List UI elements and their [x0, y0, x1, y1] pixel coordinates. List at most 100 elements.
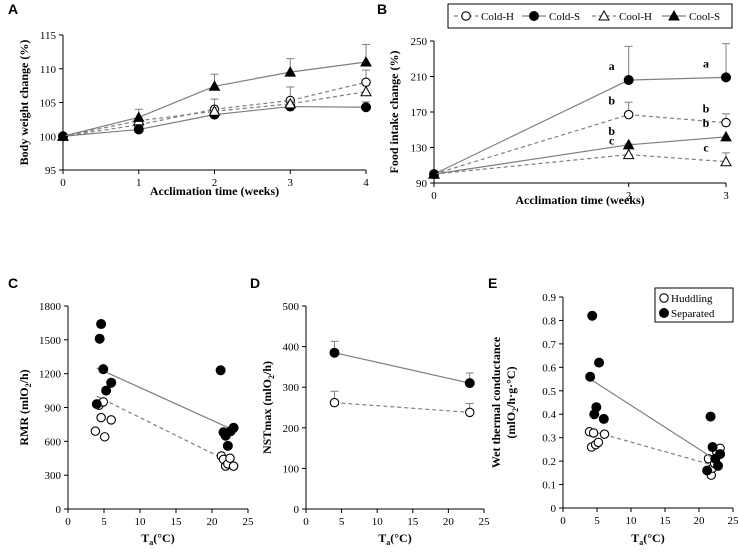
series-separated: [585, 310, 726, 476]
data-point: [215, 365, 226, 376]
x-tick-label: 15: [407, 516, 419, 528]
significance-letter: c: [703, 141, 709, 155]
y-tick-label: 90: [416, 178, 428, 190]
legend: Huddling Separated: [654, 287, 734, 323]
y-tick-label: 110: [40, 64, 57, 76]
data-point: [622, 148, 635, 160]
x-axis-title: Acclimation time (weeks): [515, 193, 644, 207]
data-point: [720, 130, 732, 142]
data-point: [361, 77, 371, 88]
y-tick-label: 300: [45, 470, 62, 482]
x-tick-label: 10: [135, 516, 147, 528]
data-point: [720, 155, 732, 167]
data-point: [715, 449, 726, 460]
y-tick-label: 600: [45, 436, 62, 448]
y-axis-title-units: (mlO2/h·g·°C): [504, 366, 520, 438]
series-line: [334, 402, 470, 413]
data-point: [598, 413, 609, 424]
legend: Cold-H Cold-S Cool-H Cool-S: [447, 3, 733, 29]
y-axis-title: RMR (mlO2/h): [17, 369, 33, 445]
y-tick-label: 0.8: [542, 315, 556, 327]
data-point: [465, 407, 475, 418]
series-cold-h: bb: [429, 94, 731, 179]
x-tick-label: 25: [243, 516, 255, 528]
x-tick-label: 20: [694, 515, 706, 527]
panel-letter-b: B: [377, 1, 387, 17]
legend-marker: [598, 9, 610, 21]
fit-line: [589, 378, 720, 463]
y-axis-title: NSTmax (mlO2/h): [260, 361, 276, 454]
panel-letter-a: A: [8, 1, 18, 17]
x-tick-label: 1: [136, 177, 142, 189]
data-point: [623, 109, 634, 120]
data-point: [329, 347, 340, 358]
legend-marker: [529, 11, 539, 21]
fit-line: [590, 430, 720, 468]
data-point: [585, 371, 596, 382]
y-tick-label: 0.5: [542, 386, 556, 398]
panel-c: C 0 5 10 15 20 25 0 300 600 900 1200 1500 1800 Ta(°C) R…: [8, 275, 254, 547]
data-point: [94, 333, 105, 344]
series-cool-s: bb: [428, 116, 732, 179]
legend-marker: [668, 9, 680, 21]
x-tick-label: 5: [101, 516, 107, 528]
data-point: [588, 428, 599, 438]
series-line: [433, 114, 727, 175]
data-point: [360, 55, 372, 67]
data-point: [593, 437, 604, 448]
y-tick-label: 100: [283, 463, 300, 475]
fit-line: [96, 367, 234, 431]
y-tick-label: 210: [411, 72, 428, 84]
data-point: [96, 412, 106, 423]
data-point: [96, 319, 107, 330]
series-separated: [329, 340, 475, 389]
data-point: [284, 97, 297, 109]
y-tick-label: 0.2: [542, 456, 556, 468]
x-tick-label: 15: [171, 516, 183, 528]
x-tick-label: 5: [339, 516, 345, 528]
y-tick-label: 0.1: [542, 480, 556, 492]
data-point: [464, 378, 475, 389]
series-separated: [91, 319, 239, 451]
panel-letter-d: D: [250, 275, 260, 291]
data-point: [208, 80, 221, 91]
x-tick-label: 15: [660, 515, 672, 527]
legend-label: Cold-H: [481, 11, 514, 23]
significance-letter: b: [703, 102, 710, 116]
fit-line: [96, 395, 234, 465]
legend-label: Cool-H: [619, 11, 652, 23]
panel-letter-e: E: [488, 275, 497, 291]
series-line: [62, 91, 367, 137]
data-point: [222, 440, 233, 451]
y-tick-label: 400: [283, 342, 300, 354]
panel-a: A 0 1 2 3 4 95 100 105 110 115 Acclimation time (we…: [8, 1, 372, 198]
data-point: [707, 442, 718, 453]
data-point: [106, 377, 117, 388]
y-tick-label: 250: [411, 36, 428, 48]
x-tick-label: 3: [723, 190, 729, 202]
x-tick-label: 3: [288, 177, 294, 189]
x-axis-title: Acclimation time (weeks): [150, 184, 279, 198]
y-tick-label: 0.7: [542, 339, 556, 351]
y-tick-label: 0: [551, 503, 557, 515]
x-tick-label: 4: [363, 177, 369, 189]
x-tick-label: 2: [212, 177, 218, 189]
significance-letter: b: [703, 116, 710, 130]
x-tick-label: 25: [728, 515, 738, 527]
series-huddling: [329, 390, 475, 418]
y-tick-label: 1800: [39, 301, 62, 313]
y-tick-label: 100: [40, 131, 57, 143]
y-axis-title: Food intake change (%): [387, 50, 401, 173]
y-tick-label: 170: [411, 107, 428, 119]
data-point: [622, 138, 635, 150]
data-point: [705, 411, 716, 422]
data-point: [57, 130, 69, 141]
series-line: [62, 81, 367, 137]
y-tick-label: 500: [283, 301, 300, 313]
x-tick-label: 0: [303, 516, 309, 528]
data-point: [101, 385, 112, 396]
y-axis-title: Body weight change (%): [17, 40, 31, 166]
significance-letter: c: [609, 134, 615, 148]
data-point: [594, 357, 605, 368]
series-cool-s: [57, 43, 372, 141]
